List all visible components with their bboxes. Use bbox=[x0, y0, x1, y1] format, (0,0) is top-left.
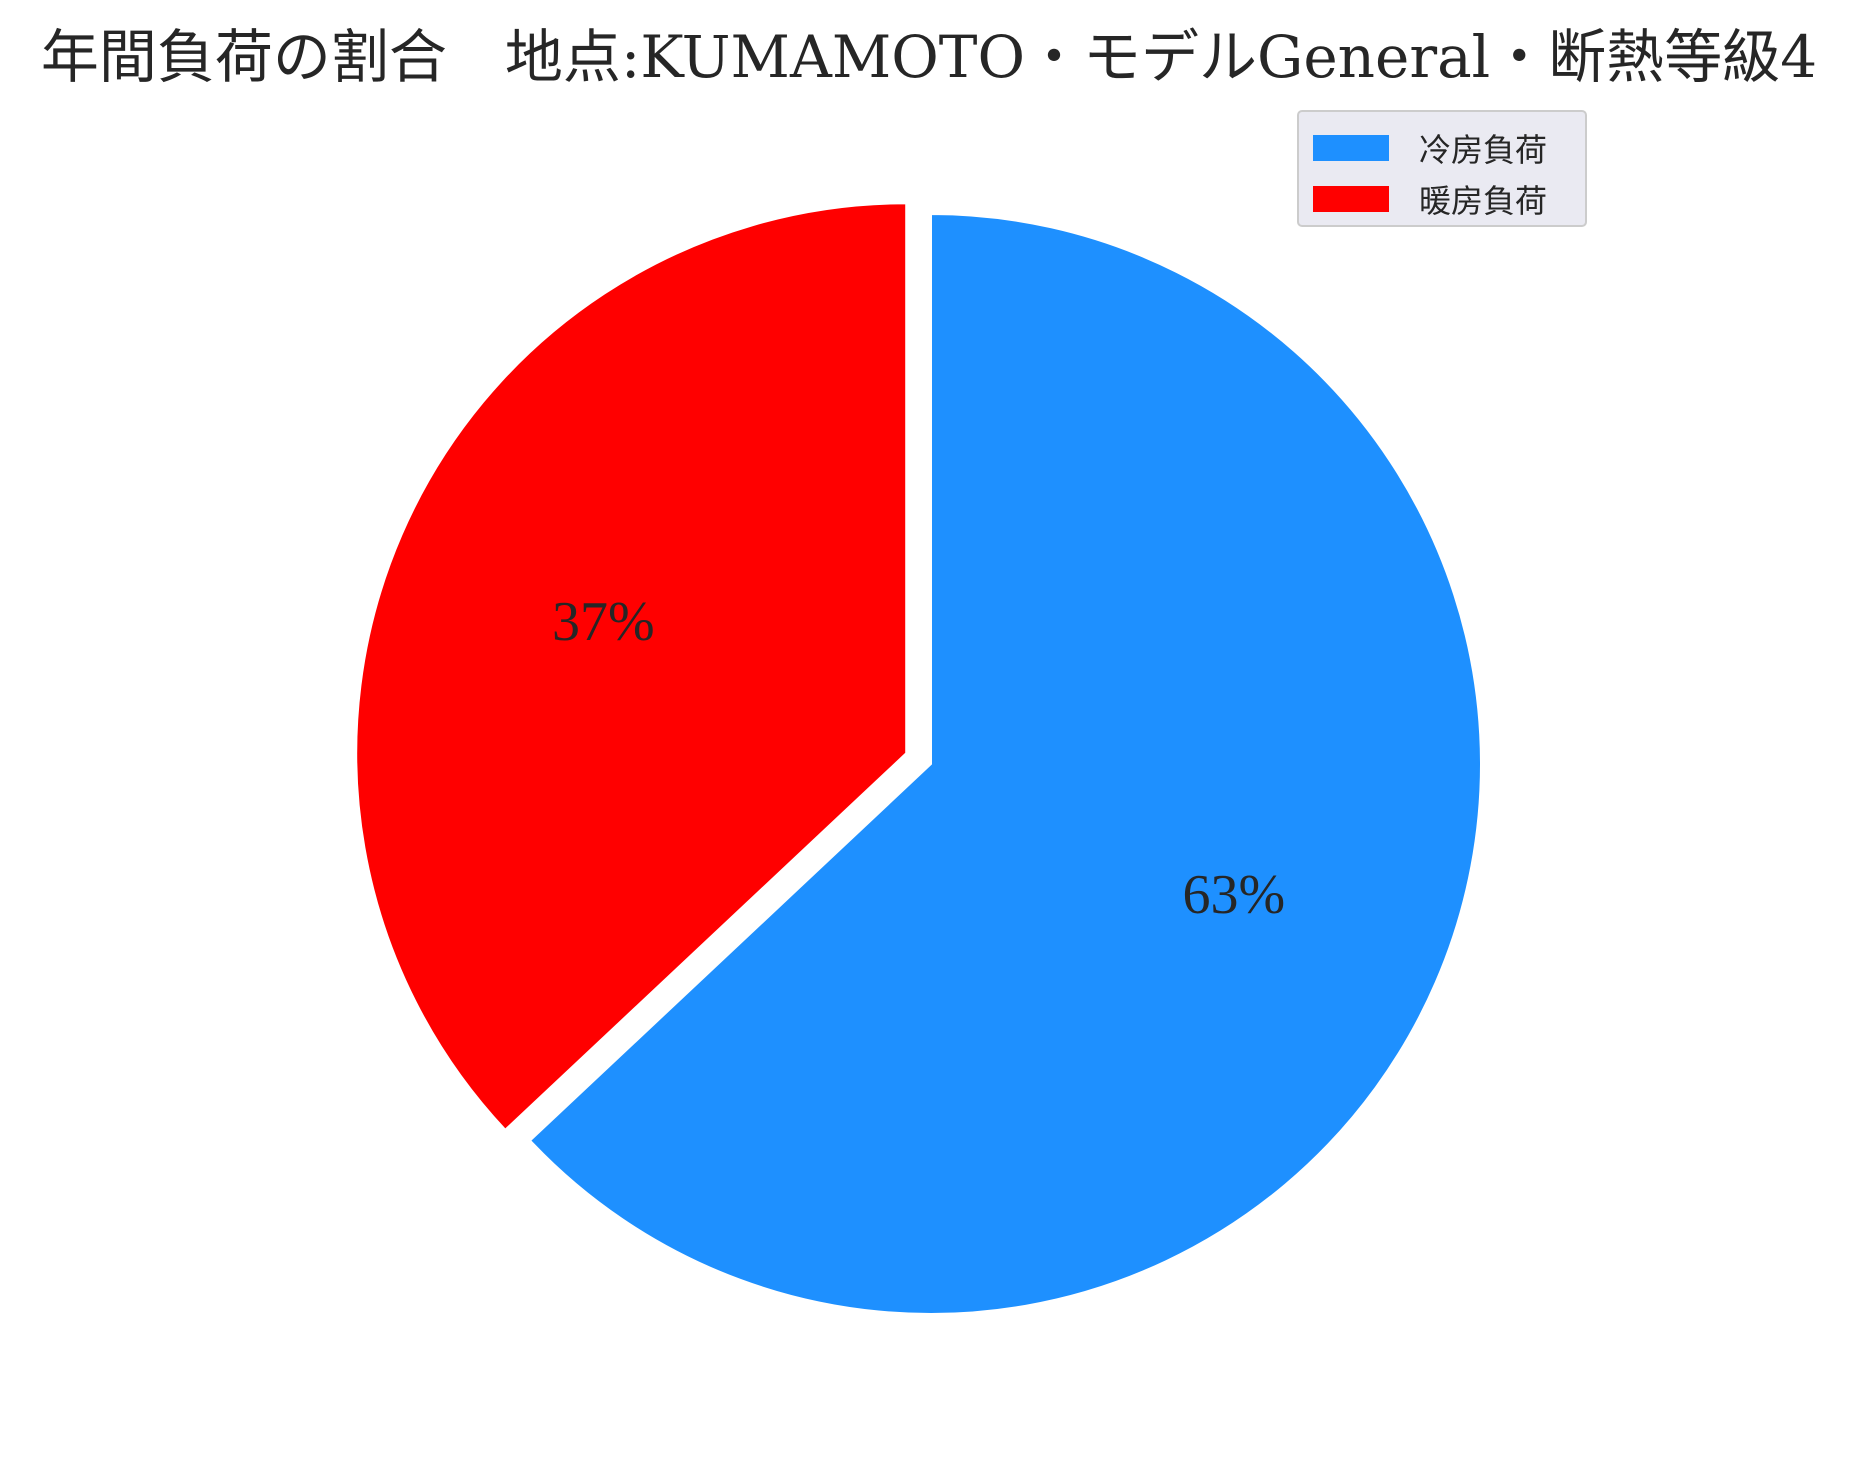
legend-entry-cooling: 冷房負荷 bbox=[1313, 122, 1571, 173]
pie-slice-0 bbox=[528, 212, 1482, 1315]
pie-slices bbox=[355, 202, 1482, 1315]
pie-labels: 63% 37% bbox=[552, 591, 1285, 926]
legend-swatch-heating bbox=[1313, 185, 1389, 212]
legend-swatch-cooling bbox=[1313, 134, 1389, 161]
legend-entry-heating: 暖房負荷 bbox=[1313, 173, 1571, 224]
pie-slice-label-1: 37% bbox=[552, 591, 655, 653]
legend-label-cooling: 冷房負荷 bbox=[1419, 130, 1548, 169]
legend-label-heating: 暖房負荷 bbox=[1419, 181, 1548, 220]
chart-title: 年間負荷の割合 地点:KUMAMOTO・モデルGeneral・断熱等級4 bbox=[40, 23, 1818, 91]
pie-slice-label-0: 63% bbox=[1183, 864, 1286, 926]
legend: 冷房負荷 暖房負荷 bbox=[1297, 110, 1587, 227]
pie-slice-1 bbox=[355, 202, 908, 1132]
